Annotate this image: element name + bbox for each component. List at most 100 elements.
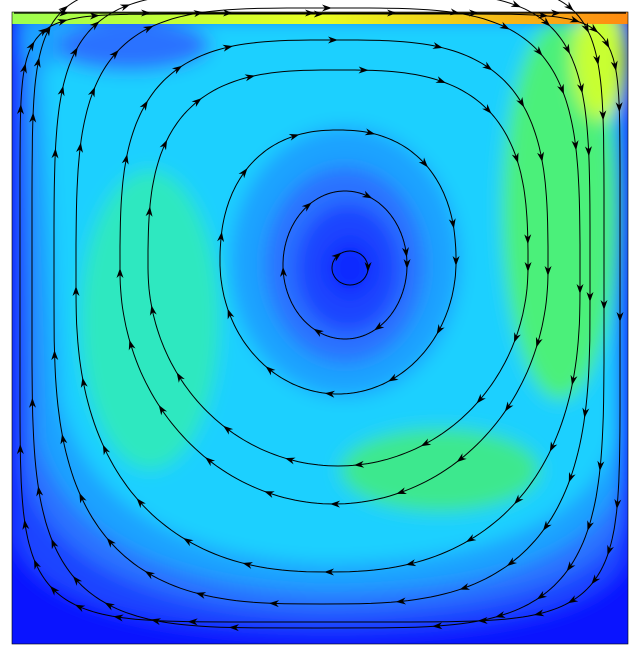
flow-arrow (374, 321, 385, 331)
flow-arrow (79, 492, 87, 504)
flow-arrow (436, 324, 445, 335)
flow-arrow (321, 4, 332, 12)
flow-arrow (514, 494, 524, 505)
frame (11, 11, 629, 645)
flow-arrow (403, 258, 411, 269)
flow-arrow (469, 9, 479, 17)
flow-arrow (435, 76, 447, 83)
flow-arrow (353, 460, 365, 468)
flow-arrow (563, 1, 574, 11)
flow-arrow (33, 57, 41, 68)
flow-arrow (396, 487, 407, 495)
flow-arrow (145, 206, 153, 217)
flow-arrow (418, 157, 428, 168)
flow-arrow (228, 624, 240, 632)
flow-arrow (452, 255, 460, 266)
flow-arrow (187, 618, 198, 626)
flow-arrow (448, 218, 456, 229)
flow-arrow (136, 498, 146, 509)
flow-arrow (72, 286, 80, 297)
flow-arrow (540, 17, 551, 27)
flow-arrow (128, 339, 136, 351)
flow-arrow (536, 590, 548, 600)
flow-arrow (584, 146, 592, 157)
flow-arrow (576, 83, 584, 94)
flow-arrow (29, 112, 37, 123)
flow-arrow (149, 305, 157, 316)
flow-arrow (280, 266, 288, 277)
flow-arrow (358, 66, 369, 74)
flow-arrow (495, 611, 506, 618)
flow-arrow (89, 21, 100, 31)
flow-arrow (80, 377, 88, 388)
flow-arrow (587, 520, 594, 531)
flow-arrow (242, 562, 253, 569)
flow-arrow (432, 622, 443, 630)
flow-arrow (506, 557, 518, 567)
flow-arrow (510, 0, 522, 8)
flow-arrow (57, 85, 65, 97)
flow-arrow (504, 401, 514, 412)
flow-arrow (601, 37, 610, 49)
flow-arrow (476, 393, 486, 404)
flow-arrow (482, 61, 493, 71)
flow-arrow (195, 592, 207, 599)
flow-arrow (119, 4, 131, 12)
flow-arrow (176, 372, 185, 383)
flow-arrow (159, 139, 168, 151)
streamline (53, 0, 591, 605)
flow-arrow (121, 154, 129, 165)
flow-arrow (562, 43, 570, 55)
flow-arrow (324, 390, 336, 398)
flow-arrow (591, 574, 601, 585)
streamline (31, 0, 605, 629)
flow-arrow (557, 83, 564, 95)
flow-arrow (51, 148, 59, 159)
flow-arrow (288, 133, 300, 141)
flow-arrow (16, 444, 24, 455)
flow-arrow (33, 559, 42, 570)
flow-arrow (58, 5, 69, 15)
flow-arrow (610, 60, 618, 72)
flow-arrow (268, 600, 280, 608)
flow-arrow (537, 151, 544, 163)
flow-arrow (571, 140, 579, 151)
flow-arrow (144, 570, 156, 580)
flow-arrow (313, 10, 324, 18)
flow-arrow (26, 41, 35, 52)
flow-arrow (607, 544, 614, 556)
flow-arrow (28, 397, 36, 408)
flow-arrow (570, 374, 578, 386)
streamline (19, 13, 621, 623)
flow-arrow (542, 520, 552, 531)
flow-arrow (569, 15, 581, 23)
flow-arrow (327, 36, 338, 44)
streamline (219, 129, 457, 395)
flow-arrow (51, 538, 59, 550)
flow-arrow (331, 252, 342, 262)
flow-arrow (301, 202, 312, 212)
flow-arrow (238, 168, 248, 179)
flow-arrow (222, 44, 233, 52)
flow-arrow (524, 234, 532, 245)
flow-arrow (69, 47, 78, 58)
flow-arrow (51, 350, 59, 361)
flow-arrow (549, 441, 558, 452)
flow-arrow (223, 9, 233, 17)
flow-arrow (74, 604, 86, 613)
flow-arrow (72, 575, 83, 586)
flow-arrow (582, 407, 590, 418)
flow-arrow (227, 308, 235, 320)
flow-arrow (477, 616, 488, 624)
flow-arrow (586, 291, 594, 302)
flow-arrow (313, 328, 324, 338)
flow-arrow (432, 42, 443, 49)
streamlines (16, 0, 624, 632)
flow-arrow (305, 9, 315, 17)
flow-arrow (109, 49, 119, 60)
flow-arrow (113, 614, 124, 622)
flow-arrow (158, 405, 168, 416)
flow-arrow (284, 457, 296, 465)
streamline (147, 69, 529, 467)
